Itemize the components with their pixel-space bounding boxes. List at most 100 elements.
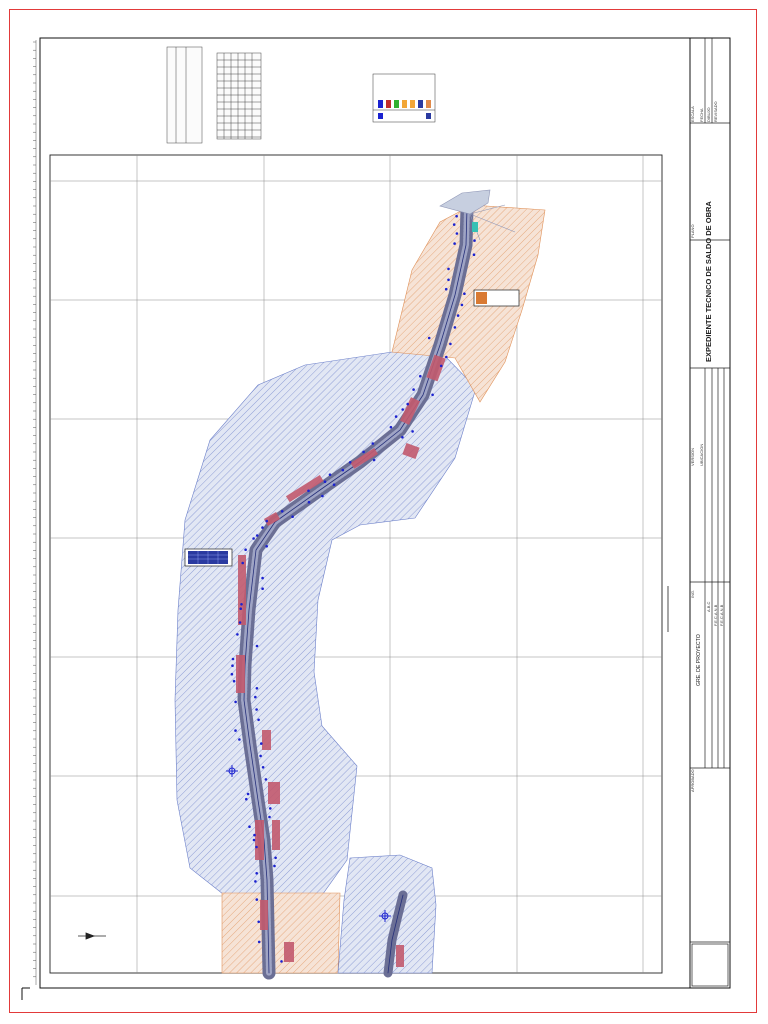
survey-marker: [394, 415, 398, 418]
drawing-frame: [39, 37, 731, 989]
survey-marker: [274, 856, 277, 860]
survey-marker: [257, 940, 261, 944]
elements-table: [216, 52, 262, 140]
survey-marker: [255, 845, 258, 849]
location-label: UBICACION: [699, 443, 704, 466]
survey-marker: [261, 587, 264, 590]
scale-label: ESCALA: [690, 106, 695, 122]
survey-marker: [372, 458, 376, 462]
survey-marker: [280, 960, 283, 963]
survey-marker: [445, 355, 448, 359]
survey-marker: [238, 621, 242, 624]
survey-marker: [265, 519, 269, 523]
survey-marker: [234, 729, 237, 732]
survey-marker: [254, 695, 257, 699]
survey-marker: [273, 864, 276, 868]
approver-initials: F.E.C.A.N.B: [719, 604, 724, 626]
survey-marker: [449, 342, 452, 346]
survey-marker: [472, 253, 476, 256]
date-label: FECHA: [699, 108, 704, 122]
reviewer-initials: F.E.C.A.N.B: [713, 604, 718, 626]
survey-marker: [234, 700, 237, 704]
survey-marker: [248, 825, 251, 828]
survey-marker: [232, 679, 236, 683]
survey-marker: [236, 633, 239, 636]
survey-marker: [257, 920, 261, 924]
survey-marker: [406, 402, 410, 406]
version-label: VERSION: [690, 447, 695, 466]
drawing-title: EXPEDIENTE TECNICO DE SALDO DE OBRA: [704, 201, 713, 362]
page-border: [9, 9, 757, 1013]
parcels: [236, 354, 446, 967]
influence-area-orange-north: [391, 204, 546, 403]
drafter-initials: A.B.C: [706, 601, 711, 612]
survey-marker: [444, 287, 448, 291]
revised-label: REVISADO: [713, 101, 718, 122]
survey-marker: [280, 510, 284, 513]
bridge-structure: [439, 189, 516, 241]
survey-marker: [268, 815, 271, 819]
survey-marker: [389, 425, 393, 429]
survey-marker: [261, 766, 265, 769]
survey-marker: [264, 778, 268, 781]
map-frame: [49, 154, 663, 974]
title-block: [690, 38, 730, 987]
survey-marker: [401, 408, 405, 411]
survey-marker: [239, 607, 242, 610]
survey-marker: [269, 807, 272, 810]
survey-marker: [252, 838, 256, 842]
survey-marker: [341, 468, 345, 472]
influence-area-blue-main: [174, 351, 477, 899]
north-arrow-icon: [78, 932, 106, 940]
survey-marker: [321, 494, 324, 498]
survey-marker: [230, 672, 234, 676]
survey-marker: [231, 664, 234, 667]
survey-marker: [244, 548, 247, 551]
survey-marker: [261, 526, 264, 529]
survey-marker: [257, 718, 260, 722]
approved-label: APROBADO: [690, 769, 695, 792]
survey-marker: [231, 657, 235, 661]
survey-marker: [323, 480, 327, 484]
survey-marker: [255, 898, 259, 901]
survey-marker: [307, 489, 310, 493]
plan-label: PLANO: [690, 224, 695, 238]
coordinate-grid: [50, 155, 662, 973]
survey-marker: [473, 239, 476, 242]
survey-marker: [261, 576, 264, 580]
survey-marker: [238, 738, 241, 741]
survey-marker: [455, 232, 459, 235]
blue-reference-box: [184, 548, 233, 567]
project-label: GRE. DE PROYECTO: [696, 634, 702, 686]
drawn-label: DIBUJO: [706, 107, 711, 122]
survey-marker: [427, 336, 431, 340]
survey-marker: [255, 687, 259, 690]
survey-marker: [439, 364, 443, 368]
survey-marker: [240, 603, 243, 606]
legend-table: [372, 73, 436, 123]
survey-marker: [307, 500, 311, 504]
coordinates-table: [166, 46, 203, 144]
survey-marker: [411, 430, 414, 433]
survey-marker: [246, 792, 250, 796]
survey-marker: [447, 278, 450, 282]
survey-marker: [328, 473, 332, 477]
survey-marker: [255, 708, 258, 711]
survey-marker: [260, 742, 263, 745]
survey-point-icon: [226, 765, 391, 922]
survey-marker: [255, 534, 259, 537]
survey-marker: [431, 393, 434, 397]
survey-marker: [255, 644, 259, 648]
survey-marker: [419, 374, 422, 378]
survey-marker: [371, 442, 375, 445]
survey-marker: [453, 326, 457, 329]
survey-marker: [252, 537, 255, 540]
survey-marker: [241, 561, 244, 565]
survey-marker: [453, 242, 456, 245]
survey-marker: [401, 436, 404, 439]
survey-marker: [456, 314, 460, 317]
survey-marker: [412, 388, 415, 391]
survey-marker: [348, 461, 352, 464]
survey-marker: [463, 292, 466, 296]
